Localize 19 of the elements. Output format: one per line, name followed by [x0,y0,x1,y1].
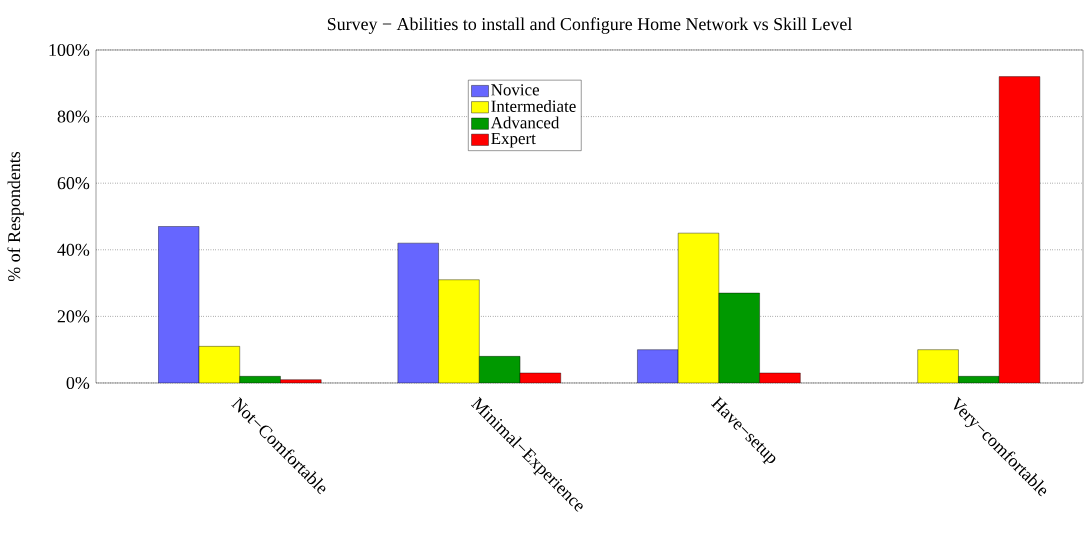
bar [479,356,521,383]
y-axis-title: % of Respondents [7,151,24,282]
bar [677,232,720,383]
bar [998,76,1041,383]
bar [438,279,480,383]
legend-label: Intermediate [491,100,576,112]
bar [198,346,240,383]
y-tick-label: 60% [57,177,90,190]
legend-label: Advanced [490,116,560,129]
legend-label: Novice [491,84,540,96]
y-tick-label: 40% [57,243,90,256]
y-tick-label: 20% [57,310,90,323]
y-tick-label: 0% [66,376,90,390]
chart-title: Survey − Abilities to install and Configure Home Network vs Skill Level [327,17,852,34]
bar [917,349,959,383]
y-tick-label: 80% [57,110,90,123]
y-tick-label: 100% [49,43,90,57]
legend-label: Expert [491,132,536,148]
bar [718,292,760,383]
